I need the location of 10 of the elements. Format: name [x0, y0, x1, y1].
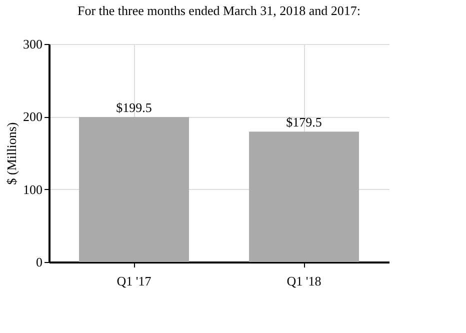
x-tick-label: Q1 '18 [286, 274, 322, 288]
y-tick-label: 0 [36, 254, 42, 270]
y-axis-title: $ (Millions) [4, 122, 19, 185]
y-tick-label: 200 [23, 109, 42, 124]
data-label: $179.5 [286, 114, 322, 130]
y-tick-label: 300 [23, 36, 42, 52]
x-tick-label: Q1 '17 [116, 274, 152, 288]
chart-title: For the three months ended March 31, 2018 and 2017: [77, 3, 361, 18]
data-label: $199.5 [116, 100, 152, 116]
y-tick-label: 100 [23, 182, 42, 197]
